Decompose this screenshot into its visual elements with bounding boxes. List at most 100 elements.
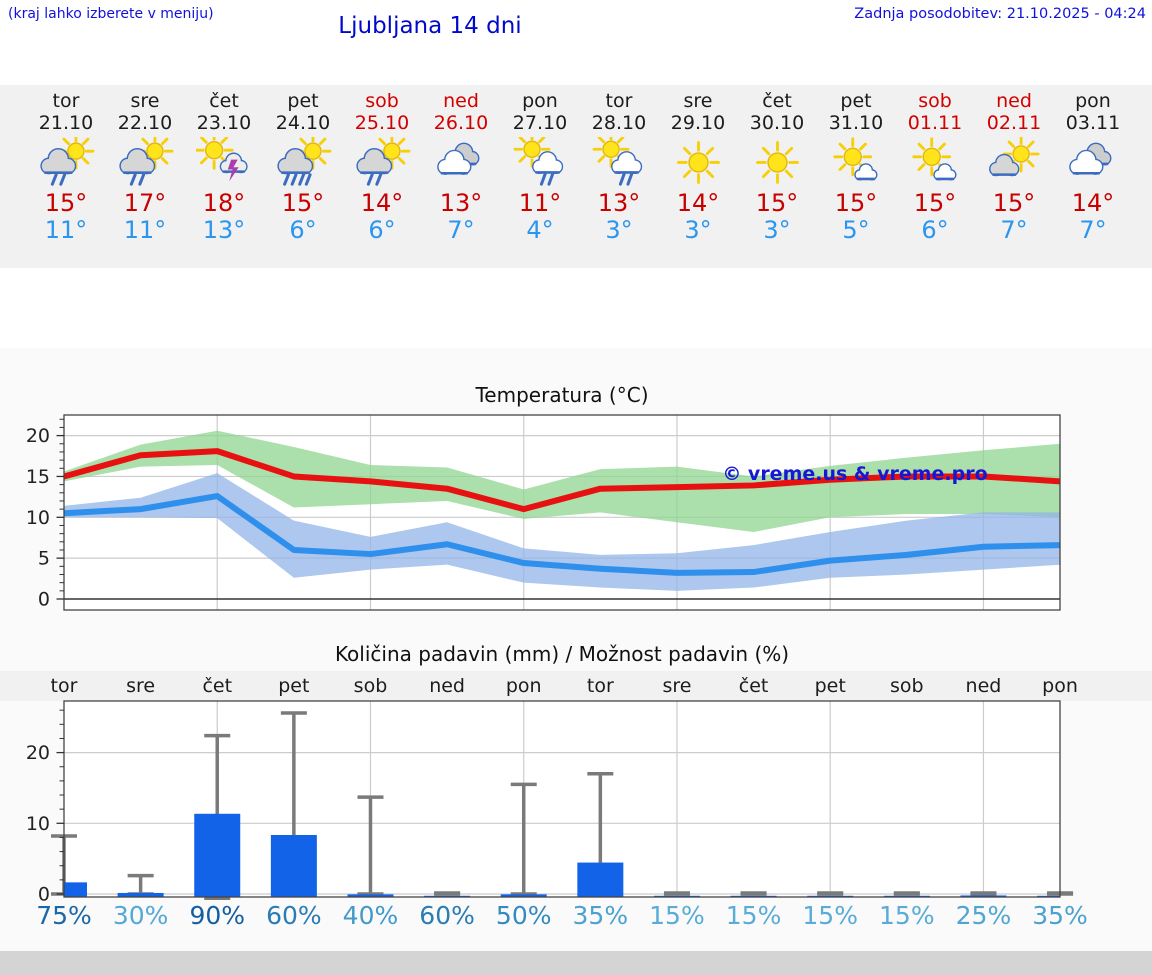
high-temp: 14° xyxy=(676,189,720,217)
precip-day-label: sob xyxy=(353,675,388,697)
sun-cloud-storm-icon xyxy=(195,137,248,182)
low-temp: 11° xyxy=(44,216,88,244)
cloudy-icon xyxy=(1068,142,1111,175)
day-name: sob xyxy=(918,90,952,112)
location-hint: (kraj lahko izberete v meniju) xyxy=(8,6,214,22)
precip-probability: 75% xyxy=(36,901,92,930)
high-temp: 15° xyxy=(913,189,957,217)
low-temp: 6° xyxy=(289,216,317,244)
forecast-strip: tor 21.10 15° 11° sre 22.10 17° 11° čet 23.10 18° 1… xyxy=(0,85,1152,268)
forecast-day-column[interactable]: čet 30.10 15° 3° xyxy=(736,90,818,244)
precip-probability: 50% xyxy=(495,901,552,930)
day-name: čet xyxy=(209,90,239,112)
precip-day-label: sre xyxy=(126,675,156,697)
precip-bar xyxy=(117,892,164,897)
sun-small-cloud-icon xyxy=(832,137,877,181)
forecast-day-column[interactable]: pet 24.10 15° 6° xyxy=(262,90,344,244)
day-name: pet xyxy=(287,90,319,112)
forecast-day-column[interactable]: pon 03.11 14° 7° xyxy=(1052,90,1134,244)
footer-strip xyxy=(0,951,1152,975)
forecast-day-column[interactable]: ned 02.11 15° 7° xyxy=(973,90,1055,244)
precip-day-label: ned xyxy=(965,675,1002,697)
day-date: 03.11 xyxy=(1065,112,1121,134)
low-temp: 7° xyxy=(447,216,475,244)
day-date: 24.10 xyxy=(275,112,331,134)
precip-probability: 15% xyxy=(802,901,858,930)
last-updated: Zadnja posodobitev: 21.10.2025 - 04:24 xyxy=(854,6,1146,22)
low-temp: 6° xyxy=(368,216,396,244)
precip-day-label: čet xyxy=(738,675,769,697)
high-temp: 15° xyxy=(44,189,88,217)
forecast-day-column[interactable]: ned 26.10 13° 7° xyxy=(420,90,502,244)
day-date: 31.10 xyxy=(828,112,884,134)
precip-probability-row: 75% 30% 90% 60% 40% 60% 50% 35% 15% 15% 15% 15% 25% 3… xyxy=(0,901,1152,939)
precip-probability: 30% xyxy=(112,901,169,930)
precip-probability: 25% xyxy=(955,901,1012,930)
low-temp: 7° xyxy=(1079,216,1107,244)
high-temp: 18° xyxy=(202,189,246,217)
low-temp: 6° xyxy=(921,216,949,244)
high-temp: 13° xyxy=(597,189,641,217)
watermark: © vreme.us & vreme.pro xyxy=(722,463,987,485)
sun-white-cloud-rain-icon xyxy=(592,137,642,186)
precip-day-label: pon xyxy=(505,675,542,697)
precip-day-label: tor xyxy=(586,675,614,697)
precip-bar xyxy=(653,895,700,897)
forecast-day-column[interactable]: sre 22.10 17° 11° xyxy=(104,90,186,244)
high-temp: 13° xyxy=(439,189,483,217)
low-temp: 11° xyxy=(123,216,167,244)
precipitation-chart: 0 10 20 xyxy=(26,700,1074,906)
precip-bar xyxy=(347,894,394,897)
sun-gray-cloud-icon xyxy=(988,137,1040,177)
forecast-day-column[interactable]: sre 29.10 14° 3° xyxy=(657,90,739,244)
day-date: 29.10 xyxy=(670,112,726,134)
forecast-day-column[interactable]: pet 31.10 15° 5° xyxy=(815,90,897,244)
precip-bar xyxy=(577,862,624,897)
high-temp: 14° xyxy=(1071,189,1115,217)
svg-text:20: 20 xyxy=(26,425,50,447)
day-name: pet xyxy=(840,90,872,112)
precip-day-label: sre xyxy=(662,675,692,697)
precip-probability: 15% xyxy=(725,901,782,930)
day-name: tor xyxy=(605,90,633,112)
forecast-day-column[interactable]: tor 21.10 15° 11° xyxy=(25,90,107,244)
precip-probability: 35% xyxy=(572,901,629,930)
high-temp: 17° xyxy=(123,189,167,217)
forecast-day-column[interactable]: sob 01.11 15° 6° xyxy=(894,90,976,244)
precip-bar xyxy=(64,882,87,897)
svg-text:15: 15 xyxy=(26,466,50,488)
page-title: Ljubljana 14 dni xyxy=(338,13,522,39)
precip-probability: 40% xyxy=(342,901,399,930)
day-name: ned xyxy=(443,90,479,112)
day-date: 23.10 xyxy=(196,112,252,134)
sunny-icon xyxy=(755,141,799,184)
forecast-day-column[interactable]: čet 23.10 18° 13° xyxy=(183,90,265,244)
svg-text:20: 20 xyxy=(26,742,50,764)
day-name: tor xyxy=(52,90,80,112)
day-name: sre xyxy=(683,90,713,112)
svg-text:0: 0 xyxy=(38,589,50,611)
forecast-day-column[interactable]: sob 25.10 14° 6° xyxy=(341,90,423,244)
low-temp: 3° xyxy=(763,216,791,244)
precip-bar xyxy=(270,834,317,897)
high-temp: 15° xyxy=(755,189,799,217)
day-date: 27.10 xyxy=(512,112,568,134)
day-name: pon xyxy=(1075,90,1111,112)
day-date: 22.10 xyxy=(117,112,173,134)
sunny-icon xyxy=(676,141,720,184)
day-name: sre xyxy=(130,90,160,112)
precip-probability: 60% xyxy=(419,901,475,930)
precip-bar xyxy=(500,894,547,897)
high-temp: 11° xyxy=(518,189,562,217)
forecast-day-column[interactable]: tor 28.10 13° 3° xyxy=(578,90,660,244)
forecast-day-column[interactable]: pon 27.10 11° 4° xyxy=(499,90,581,244)
day-date: 25.10 xyxy=(354,112,410,134)
day-date: 02.11 xyxy=(986,112,1042,134)
precip-day-label: pon xyxy=(1042,675,1078,697)
svg-text:10: 10 xyxy=(26,507,50,529)
precip-day-label: pet xyxy=(278,675,310,697)
day-date: 28.10 xyxy=(591,112,647,134)
day-date: 26.10 xyxy=(433,112,489,134)
precip-bar xyxy=(883,895,930,897)
